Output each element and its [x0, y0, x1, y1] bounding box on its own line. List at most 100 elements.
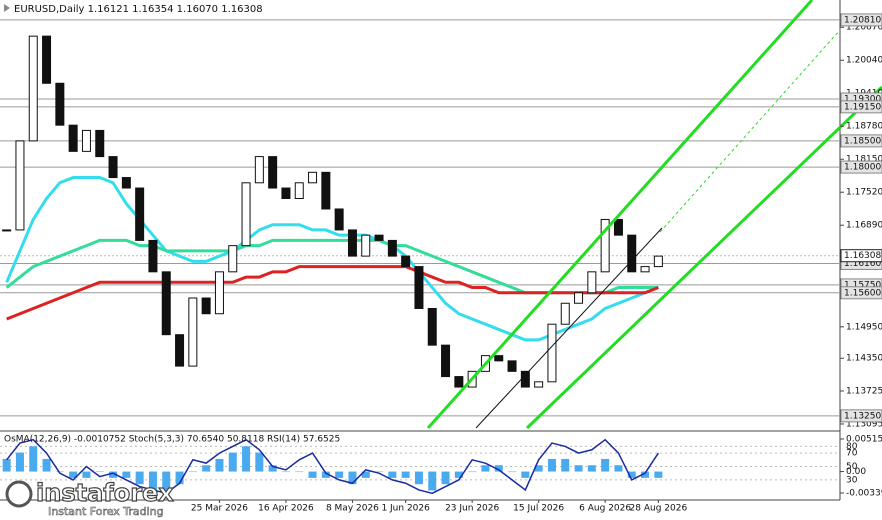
osma-bar — [255, 452, 264, 472]
x-tick-label: 25 Mar 2026 — [191, 504, 248, 514]
x-tick-label: 15 Jul 2026 — [513, 504, 564, 514]
logo-icon — [5, 480, 33, 508]
indicator-tick-label: 70 — [846, 449, 858, 459]
logo-name: instaforex — [36, 479, 174, 507]
indicator-tick-label: 80 — [846, 442, 858, 452]
y-tick-label: 1.13725 — [846, 386, 882, 396]
x-tick-label: 8 May 2026 — [326, 504, 379, 514]
y-tick-label: 1.18780 — [846, 122, 882, 132]
osma-bar — [428, 471, 437, 491]
candle — [547, 323, 557, 383]
candle — [108, 156, 118, 179]
candle — [494, 355, 504, 362]
osma-bar — [215, 458, 224, 472]
osma-bar — [122, 471, 131, 478]
osma-bar — [42, 458, 51, 472]
osma-bar — [55, 471, 64, 473]
osma-bar — [162, 471, 171, 491]
osma-bar — [295, 471, 304, 473]
osma-bar — [202, 465, 211, 472]
channel-line — [426, 0, 814, 430]
level-label: 1.18000 — [844, 163, 881, 173]
osma-bar — [135, 471, 144, 485]
candle — [627, 234, 637, 273]
osma-bar — [228, 452, 237, 472]
candle — [401, 255, 411, 268]
candle — [281, 187, 291, 200]
candle — [387, 239, 397, 257]
candle — [68, 124, 78, 152]
candle — [241, 182, 251, 247]
x-tick-label: 23 Jun 2026 — [445, 504, 499, 514]
indicator-tick-label: 0.00 — [846, 467, 866, 477]
candle — [148, 239, 158, 273]
candle — [600, 218, 610, 273]
logo: instaforex Instant Forex Trading — [5, 478, 175, 518]
osma-bar — [268, 465, 277, 472]
osma-bar — [641, 471, 650, 478]
candle — [454, 376, 464, 388]
candle — [42, 35, 52, 84]
candle — [374, 234, 384, 241]
candle — [294, 182, 304, 200]
candle — [414, 266, 424, 309]
osma-bar — [348, 471, 357, 485]
osma-bar — [534, 465, 543, 472]
candle — [254, 156, 264, 184]
osma-bar — [375, 471, 384, 473]
level-label: 1.18500 — [844, 136, 881, 146]
osma-bar — [627, 471, 636, 478]
candle — [135, 187, 145, 241]
level-label: 1.19150 — [844, 102, 881, 112]
y-tick-label: 1.20670 — [846, 23, 882, 33]
level-label: 1.16160 — [844, 259, 881, 269]
y-tick-label: 1.20040 — [846, 56, 882, 66]
osma-bar — [321, 471, 330, 478]
level-label: 1.13250 — [844, 411, 881, 421]
osma-bar — [308, 471, 317, 478]
y-tick-label: 1.14350 — [846, 354, 882, 364]
plot — [0, 19, 840, 503]
candle — [520, 370, 530, 388]
osma-bar — [188, 471, 197, 473]
stoch-line — [6, 438, 659, 495]
osma-bar — [468, 471, 477, 473]
osma-bar — [587, 465, 596, 472]
osma-bar — [15, 452, 24, 472]
candle — [95, 129, 105, 158]
current-price-box — [840, 249, 882, 263]
candle — [560, 302, 570, 325]
candle — [228, 245, 238, 273]
y-tick-label: 1.14950 — [846, 322, 882, 332]
osma-bar — [494, 465, 503, 472]
level-label: 1.15600 — [844, 288, 881, 298]
indicator-tick-label: 30 — [846, 475, 858, 485]
channel-line — [525, 85, 882, 430]
level-box — [840, 160, 882, 174]
candle — [2, 229, 12, 232]
osma-bar — [361, 471, 370, 478]
candle — [121, 177, 131, 189]
chart-header: EURUSD,Daily 1.16121 1.16354 1.16070 1.1… — [14, 4, 263, 15]
candle — [361, 234, 371, 257]
osma-bar — [109, 471, 118, 478]
candle — [574, 292, 584, 304]
osma-bar — [574, 465, 583, 472]
candle — [15, 140, 25, 231]
indicator-tick-label: 50 — [846, 462, 858, 472]
candle — [334, 208, 344, 231]
candle — [175, 334, 185, 367]
osma-bar — [388, 471, 397, 478]
candle — [81, 129, 91, 152]
candle — [347, 229, 357, 257]
candle — [188, 297, 198, 367]
osma-bar — [335, 471, 344, 478]
y-tick-label: 1.18150 — [846, 155, 882, 165]
level-label: 1.19300 — [844, 94, 881, 104]
level-box — [840, 100, 882, 114]
candle — [28, 35, 38, 142]
candle — [214, 271, 224, 315]
osma-bar — [521, 471, 530, 478]
candle — [161, 271, 171, 336]
